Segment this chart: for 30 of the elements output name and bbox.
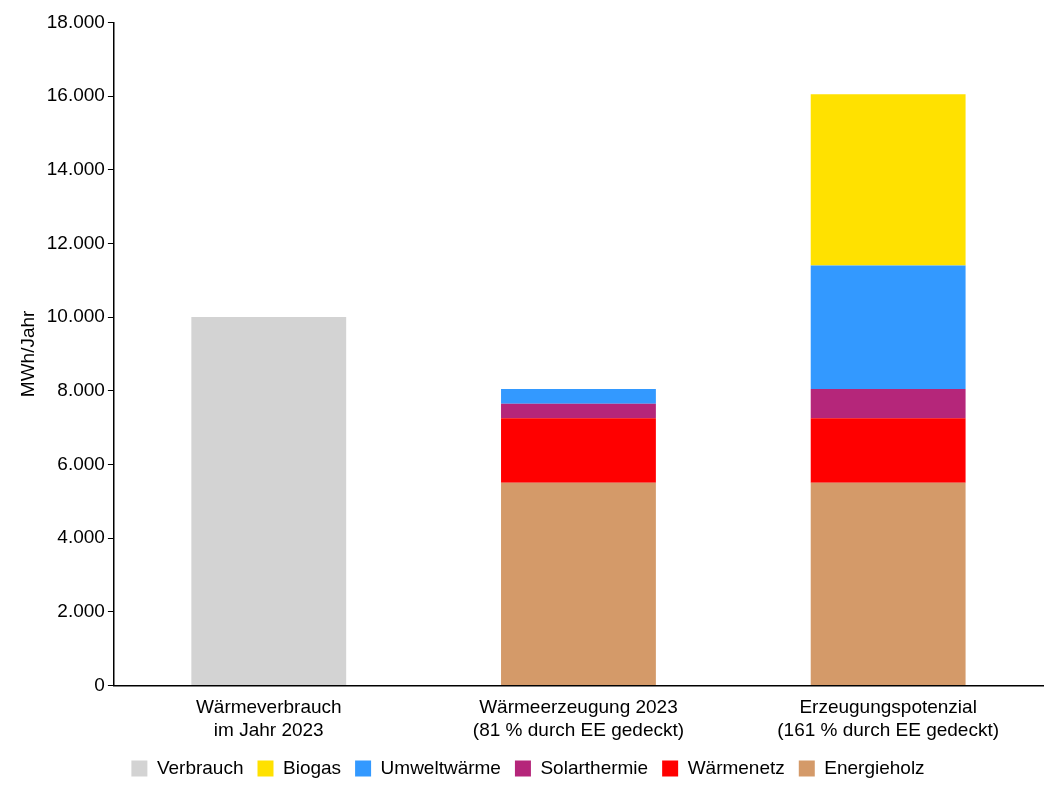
x-tick-label: Wärmeerzeugung 2023 (81 % durch EE gedeckt) — [472, 696, 685, 740]
bar — [501, 403, 656, 419]
y-tick-label: 4.000 — [57, 526, 105, 548]
bar — [810, 265, 966, 389]
bar — [810, 94, 966, 266]
y-tick-label: 12.000 — [46, 231, 105, 253]
legend-label: Biogas — [282, 756, 342, 778]
y-tick-label: 8.000 — [57, 378, 105, 400]
bar — [810, 482, 966, 685]
legend-label: Verbrauch — [156, 756, 244, 778]
bar — [810, 418, 966, 483]
legend-label: Solarthermie — [540, 756, 649, 778]
y-tick-label: 6.000 — [57, 452, 105, 474]
bar — [501, 388, 656, 404]
x-tick-label: Wärmeverbrauch im Jahr 2023 — [195, 696, 342, 740]
bar — [501, 482, 656, 685]
y-tick-label: 2.000 — [57, 599, 105, 621]
x-tick-label: Erzeugungspotenzial (161 % durch EE gedeckt) — [777, 696, 1000, 740]
y-tick-label: 18.000 — [46, 10, 105, 32]
y-tick-label: 0 — [94, 673, 105, 695]
y-axis-title: MWh/Jahr — [16, 309, 38, 398]
y-tick-label: 16.000 — [46, 84, 105, 106]
y-tick-label: 14.000 — [46, 157, 105, 179]
legend-label: Umweltwärme — [380, 756, 501, 778]
bar — [810, 388, 966, 419]
bar — [191, 317, 347, 685]
legend-label: Energieholz — [824, 756, 925, 778]
y-tick-label: 10.000 — [46, 305, 105, 327]
bar — [501, 418, 656, 483]
legend-label: Wärmenetz — [687, 756, 785, 778]
